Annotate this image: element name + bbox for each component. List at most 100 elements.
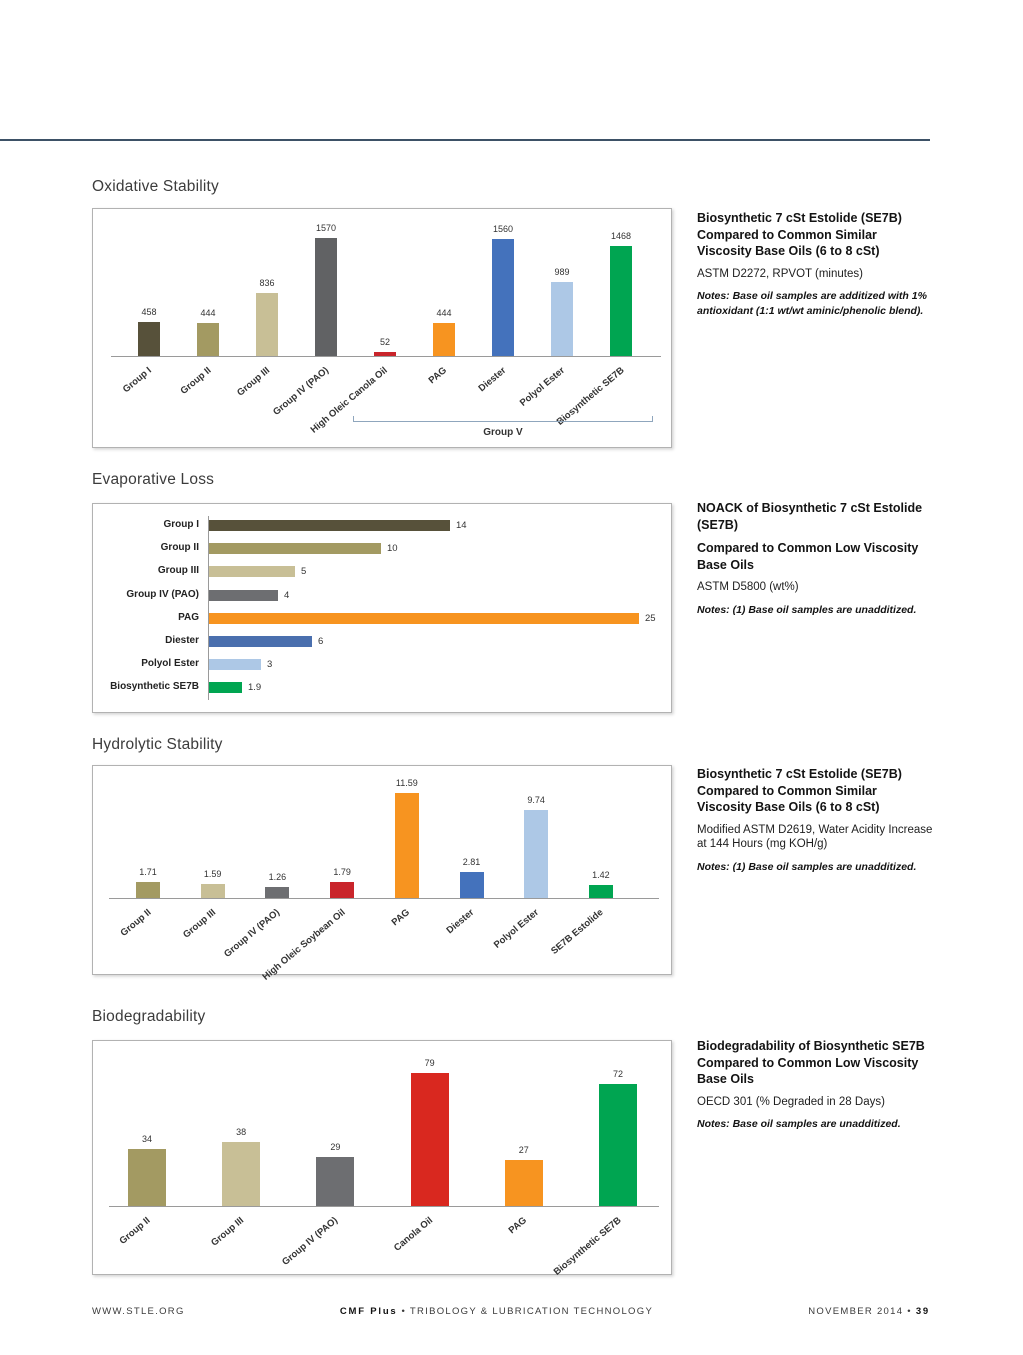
category-label: PAG [426, 365, 450, 387]
bar [128, 1149, 166, 1206]
group-bracket-label: Group V [483, 427, 523, 438]
value-label: 444 [436, 308, 452, 318]
bar [209, 589, 278, 601]
bar [209, 682, 242, 694]
value-label: 52 [379, 337, 390, 347]
sidebar-title: Biodegradability of Biosynthetic SE7B Co… [697, 1039, 925, 1086]
bar [315, 238, 337, 356]
bar [222, 1142, 261, 1206]
category-label: Group II [178, 365, 214, 397]
bar [209, 520, 450, 531]
category-label: Group I [121, 365, 155, 396]
bar [200, 884, 225, 898]
value-label: 1.79 [333, 867, 351, 877]
bar [374, 352, 396, 356]
category-label: Diester [444, 907, 477, 937]
chart-evaporative-loss: Group I 14 Group II 10 Group III 5 Group IV (P… [92, 503, 672, 713]
value-label: 1.26 [268, 872, 287, 882]
value-label: 10 [387, 543, 398, 555]
sidebar-method: ASTM D5800 (wt%) [697, 581, 799, 593]
value-label: 1.71 [139, 867, 157, 877]
bar [209, 612, 639, 624]
category-label: Group III [209, 1215, 247, 1249]
sidebar-title-2: Compared to Common Low Viscosity Base Oi… [697, 541, 919, 572]
top-rule-divider [0, 139, 930, 141]
category-label: Group III [235, 365, 273, 399]
value-label: 1560 [492, 224, 514, 234]
chart-biodegradability: 34 Group II 38 Group III 29 Group IV (PAO) 79 C… [92, 1040, 672, 1278]
bar [599, 1084, 637, 1206]
value-label: 72 [612, 1069, 623, 1079]
category-label: Group II [117, 1215, 153, 1247]
x-axis [111, 356, 661, 357]
category-label: Group III [157, 565, 199, 577]
page-footer: WWW.STLE.ORG CMF Plus • TRIBOLOGY & LUBR… [92, 1306, 930, 1317]
category-label: Diester [165, 635, 199, 646]
sidebar-notes: Notes: (1) Base oil samples are unadditi… [697, 861, 917, 874]
value-label: 38 [236, 1127, 247, 1137]
category-label: Group IV (PAO) [271, 365, 332, 418]
footer-journal: CMF Plus • TRIBOLOGY & LUBRICATION TECHN… [340, 1306, 653, 1317]
y-axis [208, 516, 209, 700]
value-label: 4 [284, 589, 290, 601]
sidebar-evaporative-loss: NOACK of Biosynthetic 7 cSt Estolide (SE… [697, 500, 935, 617]
footer-journal-tagline: • TRIBOLOGY & LUBRICATION TECHNOLOGY [401, 1306, 654, 1317]
sidebar-hydrolytic-stability: Biosynthetic 7 cSt Estolide (SE7B) Compa… [697, 766, 935, 875]
sidebar-title: Biosynthetic 7 cSt Estolide (SE7B) Compa… [697, 767, 902, 814]
group-bracket [353, 416, 653, 422]
chart-hydrolytic-stability: 1.71 Group II 1.59 Group III 1.26 Group IV (P… [92, 765, 672, 983]
value-label: 14 [456, 520, 467, 531]
section-heading-biodegradability: Biodegradability [92, 1008, 206, 1025]
x-axis [109, 898, 659, 899]
category-label: Group IV (PAO) [126, 588, 199, 600]
footer-issue: NOVEMBER 2014 • 39 [808, 1306, 930, 1317]
chart-oxidative-stability: 458 Group I 444 Group II 836 Group III 1570 Gro… [92, 208, 672, 448]
footer-journal-name: CMF Plus [339, 1306, 398, 1317]
category-label: Biosynthetic SE7B [110, 681, 199, 693]
footer-website: WWW.STLE.ORG [92, 1306, 185, 1317]
category-label: Polyol Ester [141, 658, 199, 670]
category-label: Canola Oil [391, 1215, 435, 1254]
bar [504, 1160, 543, 1206]
sidebar-method: ASTM D2272, RPVOT (minutes) [697, 267, 863, 280]
bar [610, 246, 632, 356]
bar [209, 636, 312, 647]
value-label: 458 [141, 307, 157, 317]
value-label: 6 [318, 636, 324, 647]
bar [256, 293, 278, 356]
bar [138, 322, 160, 356]
sidebar-title: NOACK of Biosynthetic 7 cSt Estolide (SE… [697, 501, 923, 532]
category-label: Group II [160, 542, 199, 554]
footer-page-number: 39 [915, 1306, 930, 1317]
bar [492, 239, 514, 356]
sidebar-notes: Notes: (1) Base oil samples are unadditi… [697, 603, 917, 616]
bar [551, 282, 573, 356]
category-label: PAG [178, 611, 199, 623]
sidebar-biodegradability: Biodegradability of Biosynthetic SE7B Co… [697, 1038, 935, 1132]
sidebar-notes: Notes: Base oil samples are additized wi… [697, 290, 927, 317]
bar [209, 543, 381, 555]
value-label: 1.42 [592, 870, 610, 880]
x-axis [109, 1206, 659, 1207]
value-label: 1570 [315, 223, 337, 233]
value-label: 3 [267, 659, 273, 671]
section-heading-oxidative-stability: Oxidative Stability [92, 178, 219, 195]
footer-issue-date: NOVEMBER 2014 • [808, 1306, 912, 1317]
section-heading-hydrolytic-stability: Hydrolytic Stability [92, 736, 223, 753]
bar [410, 1073, 449, 1206]
category-label: Polyol Ester [492, 907, 542, 951]
bar [209, 659, 261, 671]
value-label: 1.9 [248, 682, 262, 694]
category-label: Group IV (PAO) [280, 1215, 341, 1268]
bar [197, 323, 219, 356]
bar [524, 810, 549, 898]
category-label: Polyol Ester [517, 365, 568, 409]
category-label: Group III [180, 907, 218, 941]
value-label: 1.59 [203, 869, 222, 879]
category-label: SE7B Estolide [549, 907, 606, 957]
value-label: 29 [330, 1142, 341, 1152]
category-label: Group I [163, 519, 199, 530]
bar [316, 1157, 355, 1206]
bar [394, 793, 419, 898]
